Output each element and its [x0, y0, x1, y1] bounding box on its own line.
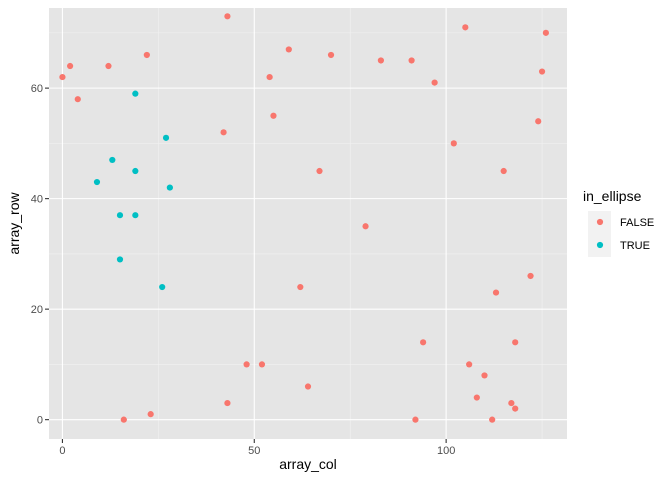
data-point-true [132, 167, 139, 175]
data-point-false [408, 57, 415, 64]
axes: 0 50 100 0 20 40 60 [31, 83, 456, 457]
y-tick-label: 0 [37, 415, 43, 427]
data-point-false [508, 399, 515, 407]
data-point-false [431, 79, 438, 86]
plot-panel [49, 8, 567, 439]
data-point-false [489, 416, 496, 423]
data-point-false [512, 339, 519, 346]
panel-background [49, 8, 567, 439]
data-point-true [159, 283, 166, 291]
data-point-false [462, 24, 469, 31]
data-point-false [143, 51, 150, 59]
data-point-false [243, 361, 250, 368]
data-point-false [492, 289, 500, 296]
legend-dot-true [596, 241, 604, 249]
data-point-false [297, 283, 304, 291]
data-point-true [116, 212, 124, 219]
x-tick-label: 0 [59, 445, 65, 457]
data-point-false [412, 416, 419, 423]
data-point-false [466, 361, 473, 368]
data-point-false [481, 372, 488, 379]
x-tick-label: 50 [248, 445, 260, 457]
data-point-false [74, 96, 81, 103]
data-point-false [266, 73, 273, 81]
data-point-false [377, 57, 385, 64]
legend-label-true: TRUE [620, 240, 650, 252]
data-point-false [258, 361, 266, 368]
data-point-false [304, 383, 312, 390]
x-axis-title: array_col [279, 456, 337, 472]
y-tick-label: 20 [31, 304, 43, 316]
data-point-true [132, 212, 139, 219]
legend-entry-false: FALSE [588, 211, 654, 234]
data-point-true [93, 178, 101, 186]
legend: in_ellipse FALSE TRUE [583, 188, 654, 257]
data-point-false [270, 112, 277, 119]
legend-entry-true: TRUE [588, 234, 650, 257]
data-point-false [527, 272, 534, 280]
data-point-false [450, 140, 457, 147]
legend-label-false: FALSE [620, 217, 654, 229]
data-points [59, 13, 549, 423]
data-point-false [285, 46, 292, 53]
data-point-false [224, 399, 231, 407]
data-point-false [316, 167, 323, 175]
data-point-false [512, 405, 519, 412]
data-point-true [116, 256, 124, 263]
data-point-false [120, 416, 127, 423]
data-point-false [327, 51, 335, 59]
data-point-false [59, 73, 66, 81]
data-point-true [132, 90, 139, 97]
data-point-false [473, 394, 480, 401]
data-point-false [224, 13, 231, 20]
data-point-false [535, 118, 542, 125]
data-point-false [500, 167, 507, 175]
data-point-true [166, 184, 173, 191]
data-point-false [105, 62, 112, 70]
y-tick-label: 40 [31, 194, 43, 206]
data-point-false [542, 29, 549, 36]
y-tick-label: 60 [31, 83, 43, 95]
data-point-true [109, 156, 116, 164]
data-point-false [147, 411, 154, 418]
data-point-false [362, 223, 369, 230]
x-tick-label: 100 [437, 445, 455, 457]
data-point-false [67, 62, 74, 70]
legend-dot-false [596, 218, 604, 226]
data-point-false [220, 129, 227, 136]
data-point-true [162, 134, 170, 141]
data-point-false [420, 339, 427, 346]
data-point-false [538, 68, 546, 75]
legend-title: in_ellipse [583, 188, 642, 204]
y-axis-title: array_row [6, 191, 22, 254]
